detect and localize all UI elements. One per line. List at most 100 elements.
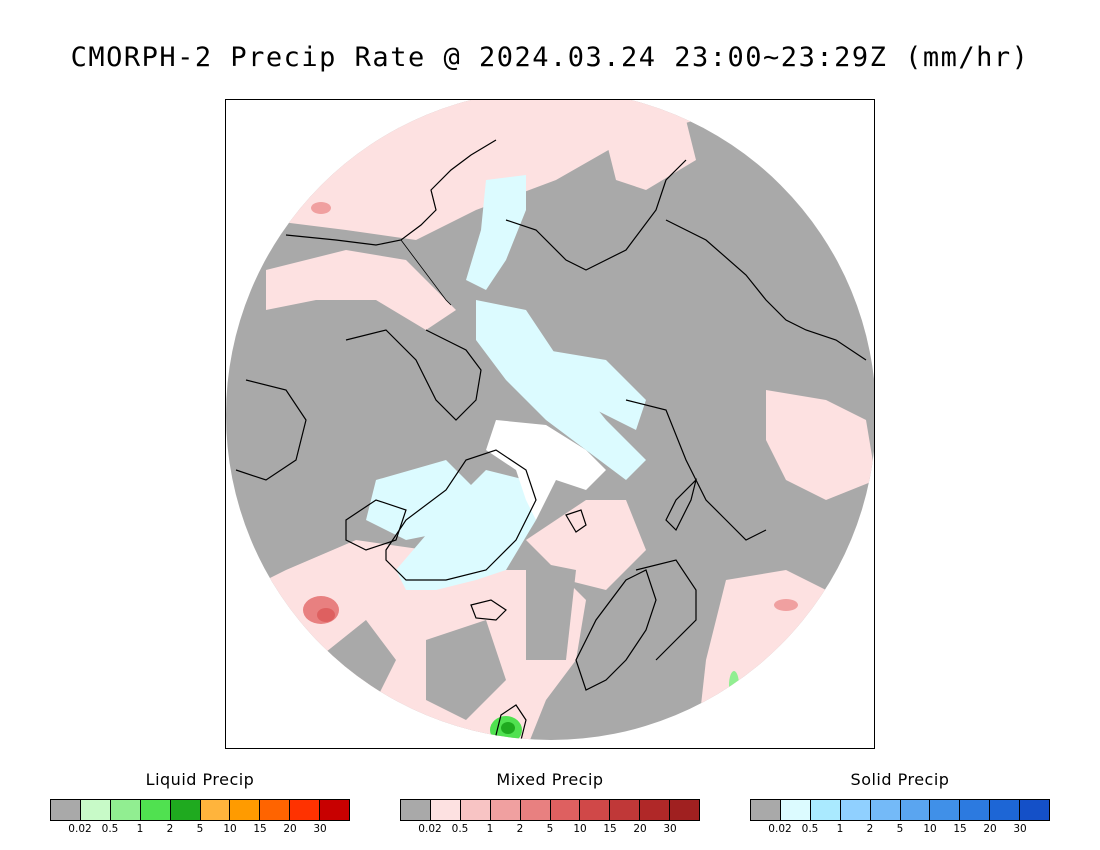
legend-swatch (610, 800, 641, 820)
mixed-precip-spot-russia (774, 599, 798, 611)
polar-precip-map (226, 100, 874, 740)
legend-color-bar (750, 799, 1050, 821)
date-line-border (400, 239, 452, 306)
legend-title: Mixed Precip (496, 770, 604, 789)
coast-russia-west (635, 559, 697, 661)
legend-tick-label: 1 (136, 823, 144, 835)
legend-tick-label: 20 (983, 823, 997, 835)
legend-tick-label: 15 (253, 823, 267, 835)
legend-tick-label: 0.02 (68, 823, 92, 835)
legend-swatch (51, 800, 81, 820)
legend-tick-label: 30 (663, 823, 677, 835)
legend-solid-precip: Solid Precip 0.02 0.5 1 2 5 10 15 20 30 (750, 770, 1050, 837)
legend-swatch (430, 800, 461, 820)
legend-swatch (460, 800, 491, 820)
solid-precip-beaufort (476, 300, 646, 480)
legend-tick-label: 10 (573, 823, 587, 835)
coast-greenland (385, 449, 537, 581)
legend-tick-label: 0.5 (801, 823, 819, 835)
legend-tick-label: 2 (866, 823, 874, 835)
legend-tick-label: 15 (953, 823, 967, 835)
coast-east-siberia (665, 219, 867, 361)
coast-iceland (470, 599, 507, 621)
legend-swatch (810, 800, 841, 820)
legend-mixed-precip: Mixed Precip 0.02 0.5 1 2 5 10 15 20 30 (400, 770, 700, 837)
legend-swatch (1020, 800, 1050, 820)
coast-siberia-north (625, 399, 767, 541)
coast-hudson-bay (235, 379, 307, 481)
legend-tick-label: 2 (516, 823, 524, 835)
dry-patch-atlantic-2 (426, 620, 506, 720)
legend-swatch (900, 800, 931, 820)
legend-swatch (960, 800, 991, 820)
mixed-precip-pacific (226, 100, 874, 250)
legend-tick-label: 1 (486, 823, 494, 835)
coast-canada-archipelago (345, 329, 482, 421)
legend-swatch (990, 800, 1021, 820)
legend-title: Solid Precip (850, 770, 950, 789)
legend-swatch (640, 800, 671, 820)
legend-swatch (290, 800, 321, 820)
legend-ticks: 0.02 0.5 1 2 5 10 15 20 30 (400, 823, 700, 837)
legend-swatch (401, 800, 431, 820)
mixed-precip-siberia-east (766, 390, 874, 500)
legend-tick-label: 5 (546, 823, 554, 835)
north-pole-ice-cap (486, 420, 606, 520)
legend-swatch (80, 800, 111, 820)
legend-tick-label: 0.02 (768, 823, 792, 835)
solid-precip-chukchi (466, 175, 526, 290)
legend-swatch (200, 800, 231, 820)
legend-color-bar (50, 799, 350, 821)
legend-swatch (840, 800, 871, 820)
legend-ticks: 0.02 0.5 1 2 5 10 15 20 30 (50, 823, 350, 837)
legend-color-bar (400, 799, 700, 821)
legend-swatch (260, 800, 291, 820)
solid-precip-greenland (396, 470, 536, 590)
liquid-precip-east (729, 671, 739, 699)
legend-swatch (670, 800, 700, 820)
legend-tick-label: 0.5 (451, 823, 469, 835)
legend-swatch (550, 800, 581, 820)
mixed-precip-canada (266, 250, 456, 330)
map-frame (225, 99, 875, 749)
solid-precip-arctic-ocean (546, 350, 646, 430)
legend-ticks: 0.02 0.5 1 2 5 10 15 20 30 (750, 823, 1050, 837)
map-title: CMORPH-2 Precip Rate @ 2024.03.24 23:00~… (70, 42, 1030, 73)
legend-swatch (230, 800, 261, 820)
legend-swatch (520, 800, 551, 820)
legend-tick-label: 5 (196, 823, 204, 835)
legend-tick-label: 1 (836, 823, 844, 835)
legend-tick-label: 30 (313, 823, 327, 835)
legend-swatch (490, 800, 521, 820)
coast-scandinavia (575, 569, 657, 691)
moderate-mixed-precip-spot (317, 608, 335, 622)
legend-tick-label: 30 (1013, 823, 1027, 835)
legend-tick-label: 0.5 (101, 823, 119, 835)
coast-novaya-zemlya (665, 478, 698, 532)
mixed-precip-russia (696, 570, 874, 740)
mixed-precip-spot-north (311, 202, 331, 214)
legend-liquid-precip: Liquid Precip 0.02 0.5 1 2 5 10 15 20 30 (50, 770, 350, 837)
legend-tick-label: 15 (603, 823, 617, 835)
legend-tick-label: 10 (923, 823, 937, 835)
legend-swatch (140, 800, 171, 820)
coast-chukotka (505, 159, 687, 271)
legend-tick-label: 20 (283, 823, 297, 835)
legend-tick-label: 5 (896, 823, 904, 835)
legend-tick-label: 10 (223, 823, 237, 835)
legend-swatch (870, 800, 901, 820)
legend-swatch (930, 800, 961, 820)
legend-swatch (320, 800, 350, 820)
coast-uk (495, 704, 527, 740)
coast-svalbard (565, 509, 587, 533)
legend-swatch (580, 800, 611, 820)
legend-swatch (780, 800, 811, 820)
coast-alaska (285, 139, 497, 246)
legend-tick-label: 20 (633, 823, 647, 835)
coast-baffin-island (345, 499, 407, 551)
legend-swatch (110, 800, 141, 820)
legend-tick-label: 2 (166, 823, 174, 835)
legend-swatch (170, 800, 201, 820)
dry-patch-atlantic-3 (526, 560, 576, 660)
liquid-precip-uk-core (501, 722, 515, 734)
